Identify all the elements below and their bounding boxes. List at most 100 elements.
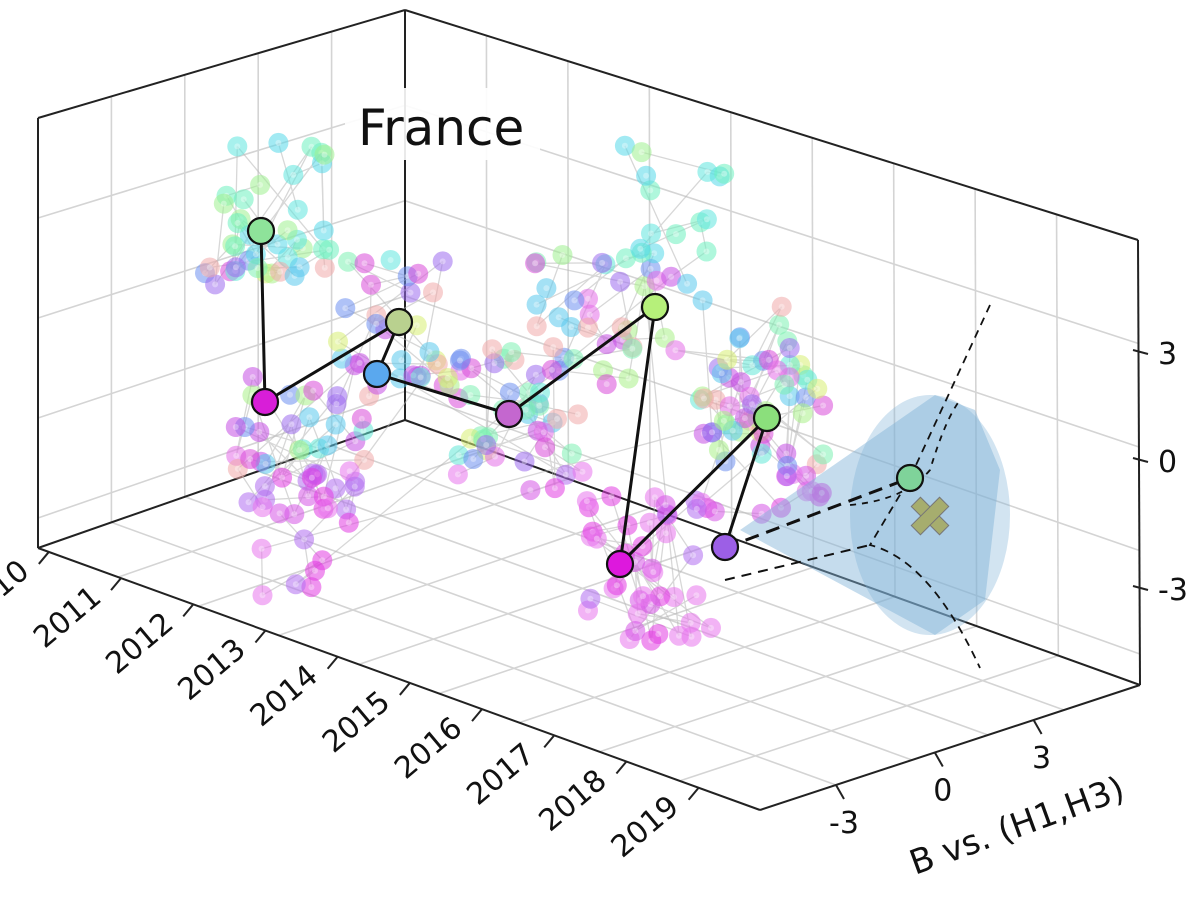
scatter-point (526, 294, 547, 315)
x-tick (687, 787, 700, 801)
scatter-point (614, 135, 635, 156)
scatter-point-core (718, 370, 725, 377)
scatter-point (285, 574, 306, 595)
scatter-point (622, 338, 643, 359)
scatter-point (536, 278, 557, 299)
scatter-point (284, 504, 305, 525)
scatter-point-core (258, 545, 265, 552)
scatter-point-core (252, 251, 259, 258)
scatter-point-core (783, 450, 790, 457)
trajectory-point (250, 387, 280, 417)
scatter-point-disc (632, 536, 653, 557)
grid-line (111, 521, 837, 786)
scatter-point-core (554, 415, 560, 422)
scatter-point-core (308, 584, 315, 591)
scatter-point (714, 163, 735, 184)
scatter-point-core (256, 429, 263, 435)
scatter-point-core (261, 483, 268, 490)
scatter-point (661, 266, 682, 287)
scatter-point-core (655, 631, 662, 637)
scatter-point-core (352, 438, 359, 445)
scatter-point (247, 258, 268, 278)
scatter-point-disc (547, 408, 567, 429)
cloud-line (590, 535, 712, 629)
scatter-point-disc (533, 422, 554, 443)
scatter-point-core (814, 385, 821, 392)
scatter-point (576, 491, 597, 512)
y-tick-label: -3 (829, 806, 859, 841)
scatter-point-core (709, 429, 715, 436)
scatter-point (283, 164, 304, 185)
scatter-point (630, 238, 651, 259)
scatter-point-core (326, 246, 333, 253)
scatter-point-disc (714, 163, 735, 184)
scatter-point-disc (811, 482, 832, 503)
scatter-point-core (296, 447, 303, 454)
scatter-point-disc (317, 498, 338, 519)
scatter-point-core (290, 171, 297, 178)
scatter-point-core (693, 505, 700, 512)
scatter-point-core (275, 139, 282, 146)
scatter-point-disc (514, 451, 535, 472)
scatter-point-core (455, 452, 462, 459)
scatter-point-core (776, 321, 783, 328)
scatter-point-core (467, 392, 474, 398)
x-tick-label: 2011 (27, 579, 108, 655)
scatter-point (361, 274, 381, 295)
scatter-point-disc (636, 165, 657, 186)
scatter-point (813, 444, 834, 465)
scatter-point-disc (751, 503, 772, 524)
scatter-point-core (533, 301, 540, 308)
scatter-point-core (693, 592, 700, 599)
scatter-point-disc (447, 464, 468, 485)
scatter-point-disc (692, 290, 713, 311)
scatter-point (807, 378, 828, 399)
scatter-point-disc (499, 382, 520, 403)
scatter-point (317, 435, 338, 456)
scatter-point-core (240, 196, 247, 203)
scatter-point-core (651, 494, 658, 501)
scatter-point-core (335, 338, 341, 345)
scatter-point-disc (661, 266, 682, 287)
scatter-point-core (703, 248, 710, 255)
scatter-point (314, 257, 335, 278)
scatter-point (564, 290, 585, 311)
scatter-point-disc (771, 497, 791, 518)
scatter-point-disc (252, 585, 273, 606)
scatter-point (648, 624, 669, 644)
scatter-point (681, 626, 702, 647)
scatter-point-disc (432, 251, 453, 272)
scatter-point-disc (255, 453, 276, 474)
scatter-point-core (647, 187, 654, 194)
scatter-point-disc (564, 290, 585, 311)
scatter-point-disc (285, 574, 306, 595)
scatter-point-core (568, 324, 575, 330)
scatter-point (408, 263, 429, 284)
scatter-point-core (417, 374, 424, 381)
y-tick (1032, 719, 1043, 735)
scatter-point-disc (596, 374, 617, 395)
scatter-point-disc (665, 340, 686, 361)
z-tick (1132, 457, 1149, 463)
cloud-line (634, 594, 697, 632)
scatter-point-core (245, 499, 252, 506)
x-axis-line (37, 547, 761, 811)
scatter-point (351, 408, 372, 429)
scatter-point-disc (631, 142, 652, 163)
scatter-point (769, 314, 790, 335)
scatter-point-disc (525, 364, 546, 385)
scatter-point-core (542, 444, 548, 451)
back-pane-face (38, 10, 1140, 685)
scatter-point (437, 368, 458, 388)
scatter-point (338, 251, 358, 272)
scatter-point-core (749, 362, 756, 369)
trajectory-point (246, 216, 276, 246)
scatter-point-disc (694, 388, 714, 409)
z-tick-label: 3 (1158, 337, 1177, 372)
scatter-point-core (522, 406, 529, 413)
scatter-point (328, 331, 348, 352)
scatter-point-core (625, 375, 632, 382)
scatter-point (696, 241, 717, 262)
scatter-point (631, 142, 652, 163)
